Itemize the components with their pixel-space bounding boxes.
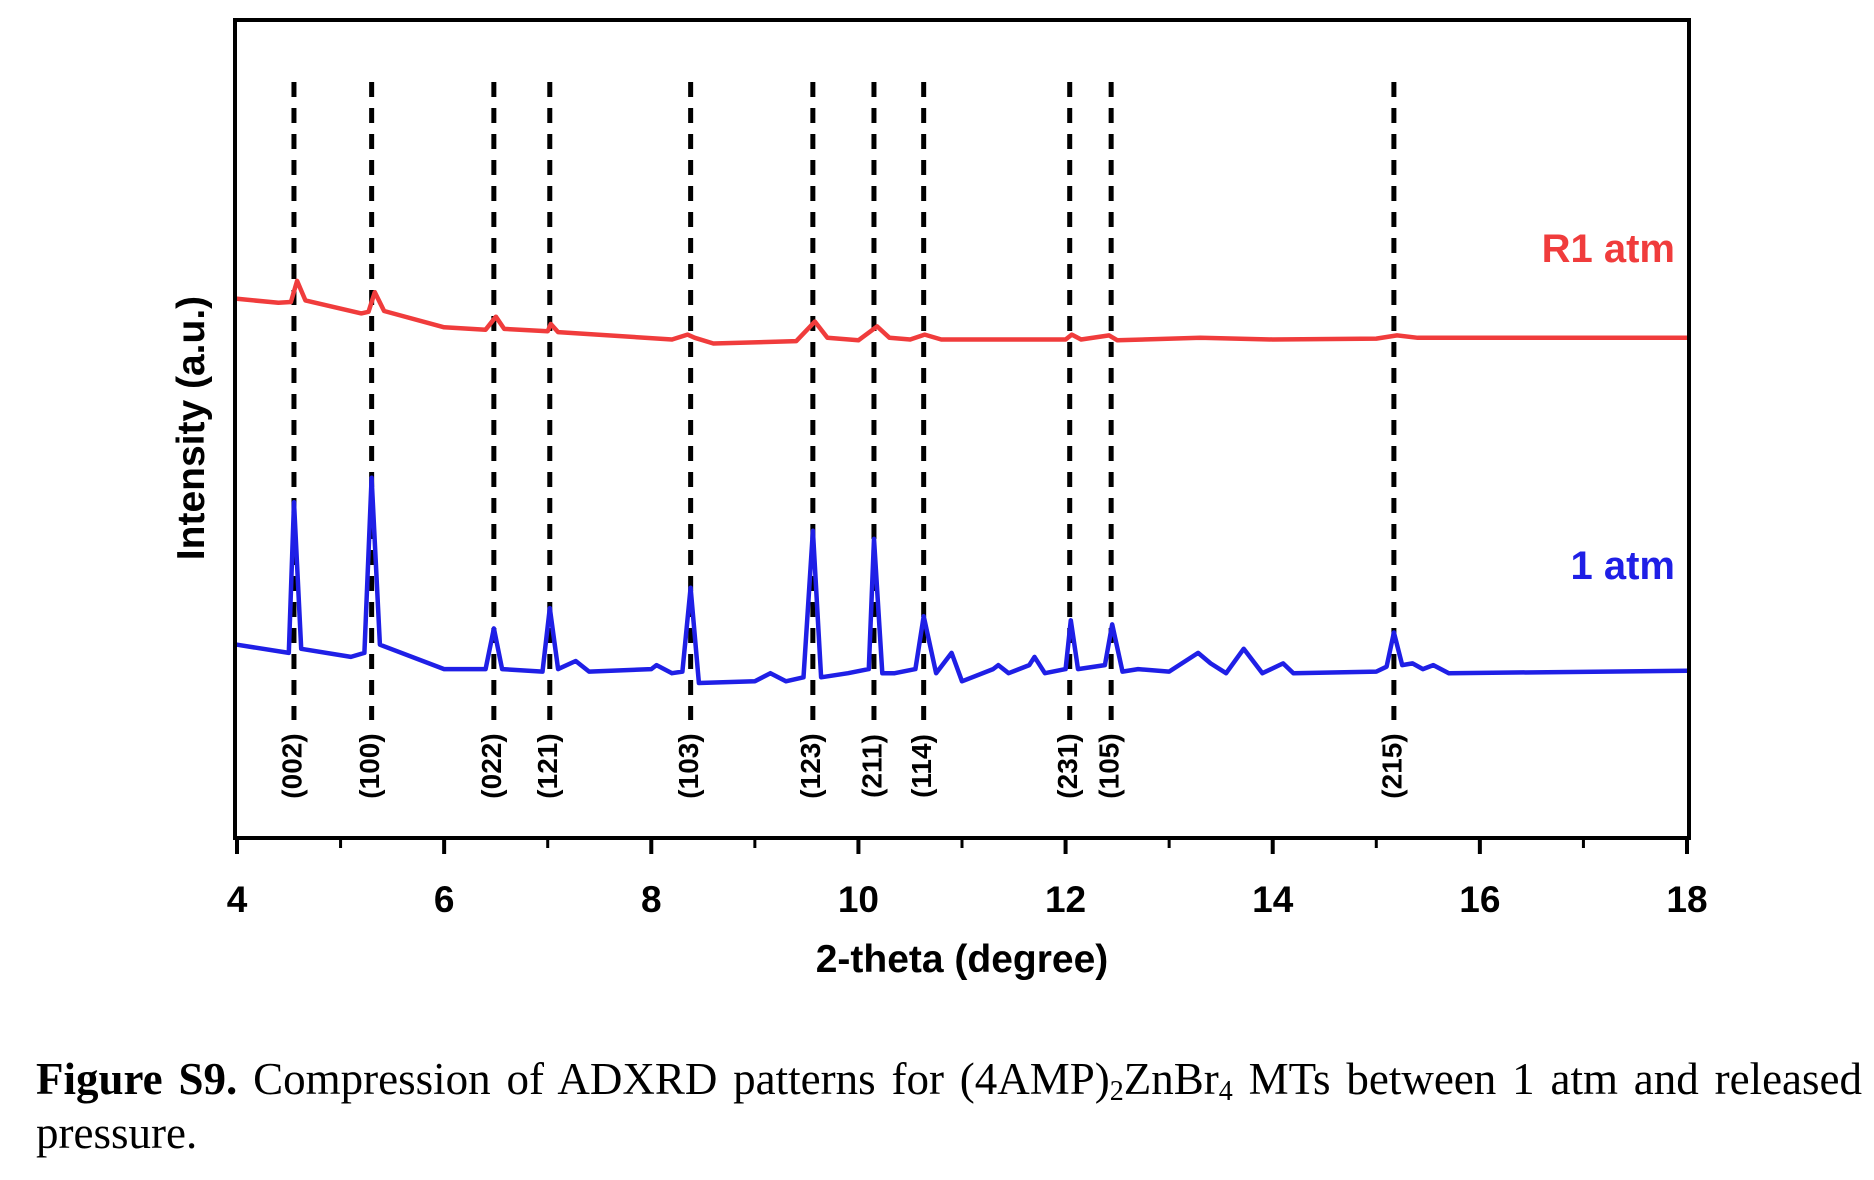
hkl-label-6: (211) <box>856 734 887 798</box>
x-tick-label-3: 10 <box>838 879 879 920</box>
hkl-label-0: (002) <box>276 733 307 798</box>
caption-sub-1: 2 <box>1109 1076 1124 1107</box>
series-line-1 <box>234 475 1690 686</box>
caption-text-3: MTs between 1 atm and released pressure. <box>36 1054 1862 1158</box>
reference-lines <box>291 82 1397 720</box>
x-tick-label-0: 4 <box>227 879 248 920</box>
x-tick-label-2: 8 <box>641 879 662 920</box>
x-tick-label-1: 6 <box>434 879 455 920</box>
hkl-label-10: (215) <box>1376 733 1407 798</box>
hkl-label-1: (100) <box>354 733 385 798</box>
hkl-label-3: (121) <box>532 733 563 798</box>
labels-layer: (002) (100) (022) (121) (103) (123) (211) (114)… <box>276 227 1675 799</box>
x-axis-label: 2-theta (degree) <box>816 938 1109 981</box>
caption-text-2: ZnBr <box>1123 1054 1219 1104</box>
caption-label: Figure S9. <box>36 1054 238 1104</box>
hkl-label-5: (123) <box>795 733 826 798</box>
x-tick-label-5: 14 <box>1252 879 1294 920</box>
hkl-label-2: (022) <box>476 733 507 798</box>
figure-caption: Figure S9. Compression of ADXRD patterns… <box>36 1052 1862 1160</box>
series-label-0: R1 atm <box>1542 227 1675 271</box>
caption-text-1: Compression of ADXRD patterns for (4AMP) <box>237 1054 1110 1104</box>
series-label-1: 1 atm <box>1571 544 1676 588</box>
x-axis: 4 6 8 10 12 14 16 18 2-theta (degree) Intensity (… <box>170 296 1708 981</box>
hkl-label-9: (105) <box>1094 733 1125 798</box>
x-tick-label-7: 18 <box>1666 879 1707 920</box>
y-axis-label: Intensity (a.u.) <box>170 296 213 560</box>
hkl-label-7: (114) <box>906 734 937 798</box>
series-line-0 <box>234 278 1690 346</box>
xrd-chart: 4 6 8 10 12 14 16 18 2-theta (degree) Intensity (… <box>170 18 1708 981</box>
x-tick-label-4: 12 <box>1045 879 1086 920</box>
hkl-label-4: (103) <box>673 733 704 798</box>
plot-frame <box>233 18 1691 840</box>
caption-sub-2: 4 <box>1218 1076 1233 1107</box>
series-layer <box>234 278 1690 686</box>
hkl-label-8: (231) <box>1052 733 1083 798</box>
x-tick-label-6: 16 <box>1459 879 1500 920</box>
